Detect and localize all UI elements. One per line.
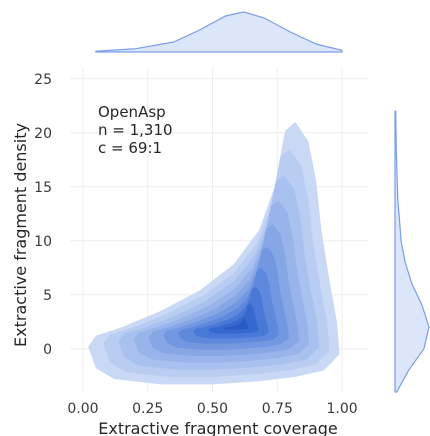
x-marginal-area (95, 11, 343, 53)
y-tick-label: 10 (34, 234, 52, 250)
x-tick-label: 0.25 (132, 401, 163, 417)
y-tick-label: 0 (43, 342, 52, 358)
annotation-compression: c = 69:1 (98, 139, 162, 157)
annotation-dataset: OpenAsp (98, 103, 166, 121)
x-axis-ticks: 0.00 0.25 0.50 0.75 1.00 (67, 401, 357, 417)
right-marginal-density (394, 110, 430, 393)
y-tick-label: 5 (43, 288, 52, 304)
x-tick-label: 1.00 (327, 401, 358, 417)
annotation-count: n = 1,310 (98, 121, 173, 139)
y-marginal-area (394, 110, 430, 393)
y-tick-label: 20 (34, 126, 52, 142)
annotation-block: OpenAsp n = 1,310 c = 69:1 (98, 103, 173, 157)
x-axis-label: Extractive fragment coverage (98, 419, 338, 436)
kde-contour-level (223, 318, 249, 330)
x-tick-label: 0.00 (67, 401, 98, 417)
kde-contours (88, 122, 340, 385)
top-marginal-density (95, 11, 343, 53)
main-kde-plot (70, 68, 368, 392)
x-tick-label: 0.50 (197, 401, 228, 417)
x-tick-label: 0.75 (262, 401, 293, 417)
y-tick-label: 15 (34, 180, 52, 196)
y-axis-ticks: 0 5 10 15 20 25 (34, 72, 52, 358)
y-tick-label: 25 (34, 72, 52, 88)
y-axis-label: Extractive fragment density (11, 123, 30, 347)
